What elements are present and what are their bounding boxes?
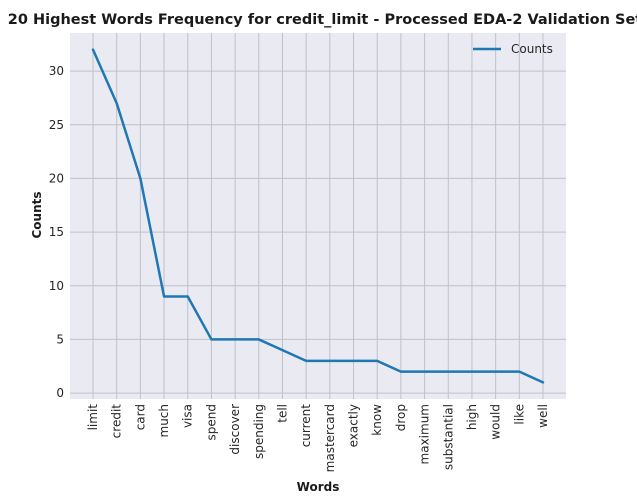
plot-area [70, 33, 566, 399]
x-tick-label: tell [275, 404, 289, 423]
x-tick-label: spend [204, 404, 218, 440]
y-tick-label: 30 [49, 64, 64, 78]
y-tick-label: 25 [49, 118, 64, 132]
x-axis-label: Words [297, 480, 340, 494]
series-line-counts [91, 48, 545, 384]
x-tick-label: card [133, 404, 147, 430]
x-tick-label: high [465, 404, 479, 430]
x-tick-label: visa [181, 404, 195, 428]
legend-label-counts: Counts [511, 42, 553, 56]
x-tick-label: mastercard [323, 404, 337, 472]
gridlines [70, 33, 566, 399]
y-tick-label: 20 [49, 171, 64, 185]
x-tick-label: well [536, 404, 550, 428]
y-tick-label: 5 [56, 332, 64, 346]
y-axis-label: Counts [30, 191, 44, 238]
y-tick-label: 10 [49, 279, 64, 293]
x-tick-label: like [512, 404, 526, 425]
x-tick-label: substantial [441, 404, 455, 470]
x-tick-label: drop [394, 404, 408, 431]
legend: Counts [473, 42, 553, 56]
x-tick-label: current [299, 404, 313, 448]
chart-title: 20 Highest Words Frequency for credit_li… [8, 12, 637, 28]
x-tick-label: discover [228, 404, 242, 455]
x-tick-label: know [370, 404, 384, 436]
y-tick-label: 15 [49, 225, 64, 239]
y-axis: 0 5 10 15 20 25 30 [49, 64, 64, 400]
series-layer [91, 48, 545, 384]
x-tick-label: spending [252, 404, 266, 459]
x-tick-label: much [157, 404, 171, 438]
y-tick-label: 0 [56, 386, 64, 400]
x-axis: limit credit card much visa spend discover spen… [86, 404, 550, 473]
x-tick-label: exactly [347, 404, 361, 447]
x-tick-label: would [489, 404, 503, 440]
x-tick-label: limit [86, 404, 100, 431]
x-tick-label: credit [110, 404, 124, 439]
x-tick-label: maximum [418, 404, 432, 464]
